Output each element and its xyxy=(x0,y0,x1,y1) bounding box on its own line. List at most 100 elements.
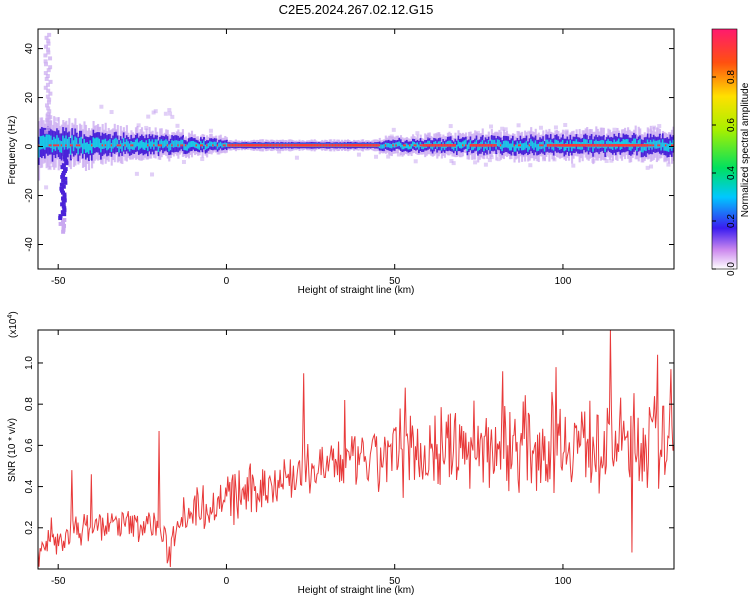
spectrogram-speckle xyxy=(167,108,172,113)
spectrogram-inner-band xyxy=(625,139,628,147)
spectrogram-inner-band xyxy=(428,140,431,147)
spectrogram-core xyxy=(433,143,436,147)
spectrogram-inner-band xyxy=(518,143,521,151)
spectrogram-inner-band xyxy=(634,138,637,147)
snr-scale-exp: 4 xyxy=(7,315,14,319)
spectrogram-core xyxy=(330,143,333,147)
spectrogram-marks xyxy=(38,32,674,234)
spectrogram-core xyxy=(477,143,480,147)
spectrogram-inner-band xyxy=(172,140,175,148)
spectrogram-core xyxy=(413,144,416,147)
spectrogram-inner-band xyxy=(465,139,468,147)
spectrogram-core xyxy=(561,143,565,147)
spectrogram-inner-band xyxy=(521,143,524,151)
spectrogram-core xyxy=(419,144,422,147)
spectrogram-core xyxy=(614,143,618,147)
spectrogram-core xyxy=(619,143,622,147)
spectrogram-inner-band xyxy=(642,144,645,153)
spectrogram-core xyxy=(281,143,284,147)
spectrogram-core xyxy=(147,144,150,147)
spectrogram-inner-band xyxy=(219,141,222,147)
spectrogram-core xyxy=(287,143,290,147)
spectrogram-inner-band xyxy=(89,140,92,151)
spectrogram-core xyxy=(212,144,215,147)
spectrogram-inner-band xyxy=(487,140,490,147)
spectrogram-inner-band xyxy=(468,142,471,150)
spectrogram-speckle xyxy=(150,172,155,177)
spectrogram-core xyxy=(602,143,605,147)
spectrogram-core xyxy=(354,143,357,147)
spectrogram-core xyxy=(180,144,183,147)
spectrogram-inner-band xyxy=(210,141,213,147)
spectrogram-inner-band xyxy=(527,144,530,152)
spectrogram-core xyxy=(484,143,487,147)
spectrogram-core xyxy=(513,144,516,147)
spectrogram-inner-band xyxy=(508,143,512,151)
spectrogram-core xyxy=(328,143,331,147)
spectrogram-tail xyxy=(63,180,68,185)
spectrogram-inner-band xyxy=(511,140,515,148)
spectrogram-tail xyxy=(45,94,50,99)
spectrogram-inner-band xyxy=(71,135,74,147)
spectrogram-core xyxy=(153,144,156,147)
spectrogram-inner-band xyxy=(549,139,552,147)
spectrogram-tail xyxy=(48,56,53,61)
spectrogram-inner-band xyxy=(189,141,192,148)
spectrogram-speckle xyxy=(374,154,379,159)
spectrogram-core xyxy=(657,144,660,147)
spectrogram-inner-band xyxy=(536,144,539,152)
spectrogram-core xyxy=(352,143,356,147)
spectrogram-core xyxy=(519,144,522,147)
spectrogram-core xyxy=(616,143,619,147)
spectrogram-inner-band xyxy=(198,144,201,150)
spectrogram-core xyxy=(362,143,365,147)
spectrogram-inner-band xyxy=(45,134,48,148)
spectrogram-core xyxy=(425,143,428,147)
spectrogram-core xyxy=(48,144,51,147)
spectrogram-speckle xyxy=(136,123,141,128)
spectrogram-core xyxy=(325,143,328,147)
spectrogram-inner-band xyxy=(171,140,174,148)
spectrogram-inner-band xyxy=(53,136,56,150)
spectrogram-core xyxy=(309,143,312,147)
spectrogram-speckle xyxy=(587,129,592,134)
spectrogram-speckle xyxy=(663,158,668,163)
spectrogram-core xyxy=(577,143,580,147)
spectrogram-inner-band xyxy=(148,139,151,147)
spectrogram-core xyxy=(583,143,586,147)
spectrogram-tail xyxy=(46,50,51,55)
spectrogram-inner-band xyxy=(564,143,568,151)
spectrogram-core xyxy=(658,144,661,147)
spectrogram-core xyxy=(78,144,81,147)
spectrogram-inner-band xyxy=(471,143,474,151)
spectrogram-inner-band xyxy=(657,140,660,149)
spectrogram-inner-band xyxy=(63,138,66,150)
spectrogram-core xyxy=(266,143,269,147)
spectrogram-core xyxy=(566,143,569,147)
spectrogram-inner-band xyxy=(667,143,671,152)
spectrogram-core xyxy=(345,143,348,147)
spectrogram-core xyxy=(222,144,225,147)
spectrogram-core xyxy=(392,144,395,147)
spectrogram-core xyxy=(415,144,418,147)
spectrogram-inner-band xyxy=(166,140,169,148)
spectrogram-core xyxy=(159,144,162,147)
spectrogram-inner-band xyxy=(409,144,412,150)
spectrogram-core xyxy=(610,143,613,147)
spectrogram-inner-band xyxy=(449,140,452,147)
spectrogram-inner-band xyxy=(410,143,413,149)
spectrogram-core xyxy=(343,143,346,147)
spectrogram-inner-band xyxy=(107,140,110,150)
spectrogram-core xyxy=(558,143,562,147)
spectrogram-speckle xyxy=(500,126,505,131)
spectrogram-core xyxy=(286,143,289,147)
spectrogram-tail xyxy=(62,212,67,217)
spectrogram-inner-band xyxy=(215,141,218,147)
spectrogram-core xyxy=(315,143,318,147)
spectrogram-speckle xyxy=(208,128,213,133)
spectrogram-core xyxy=(421,144,424,147)
spectrogram-core xyxy=(339,143,342,147)
spectrogram-inner-band xyxy=(390,144,393,149)
spectrogram-core xyxy=(548,143,551,147)
spectrogram-core xyxy=(60,144,63,147)
